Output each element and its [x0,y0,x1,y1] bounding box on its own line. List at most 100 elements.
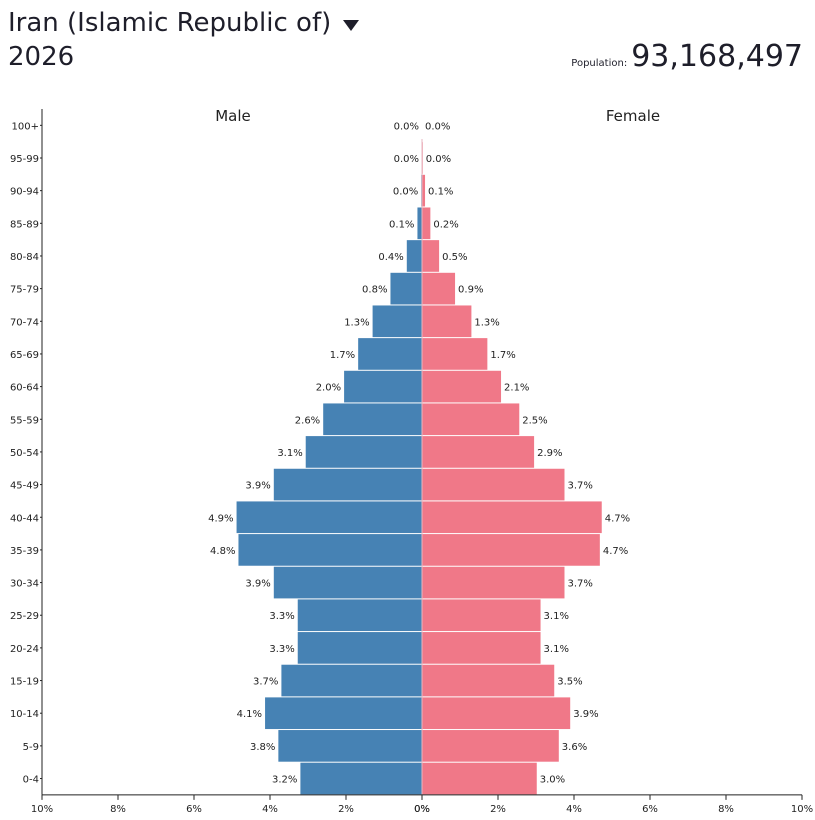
age-group-label: 45-49 [10,481,39,492]
age-group-label: 20-24 [10,644,39,655]
male-value-label: 0.0% [394,154,419,165]
male-value-label: 1.3% [344,317,369,328]
female-bar [422,338,488,370]
male-bar [238,534,422,566]
female-value-label: 3.9% [573,709,598,720]
age-group-label: 50-54 [10,448,39,459]
female-bar [422,566,565,599]
female-bar [422,599,541,632]
female-bar [422,370,502,403]
female-bar [422,468,565,501]
female-value-label: 3.1% [544,644,569,655]
age-group-label: 5-9 [23,742,39,753]
female-value-label: 3.5% [557,677,582,688]
x-tick-label: 10% [31,804,53,815]
male-value-label: 2.0% [316,383,341,394]
male-bar [265,697,422,730]
female-value-label: 0.5% [442,252,467,263]
female-value-label: 0.0% [426,154,451,165]
country-name: Iran (Islamic Republic of) [8,8,332,38]
age-group-label: 95-99 [10,154,39,165]
x-tick-label: 8% [718,804,734,815]
male-bar [297,632,422,664]
female-value-label: 2.9% [537,448,562,459]
male-value-label: 0.4% [378,252,403,263]
x-tick-label: 6% [642,804,658,815]
age-group-label: 100+ [12,121,39,132]
male-value-label: 4.9% [208,513,233,524]
female-value-label: 2.5% [522,415,547,426]
male-value-label: 4.1% [237,709,262,720]
age-group-label: 40-44 [10,513,39,524]
male-bar [305,436,422,468]
x-tick-label: 0% [414,804,430,815]
population-label: Population: [571,58,628,69]
female-value-label: 4.7% [605,513,630,524]
female-bar [422,403,520,436]
male-value-label: 3.9% [245,579,270,590]
female-bar [422,697,571,730]
male-bar [273,566,422,599]
year-label: 2026 [8,42,75,72]
female-value-label: 4.7% [603,546,628,557]
female-bar [422,436,535,468]
male-bar [278,730,422,762]
male-value-label: 3.7% [253,677,278,688]
female-value-label: 0.9% [458,285,483,296]
x-tick-label: 8% [110,804,126,815]
male-bar [300,762,422,795]
male-value-label: 3.3% [269,611,294,622]
caret-down-icon[interactable] [343,19,360,31]
age-group-label: 75-79 [10,285,39,296]
female-value-label: 0.2% [433,219,458,230]
x-tick-label: 2% [490,804,506,815]
male-label: Male [215,107,251,125]
age-group-label: 25-29 [10,611,39,622]
male-bar [417,207,422,240]
male-bar [358,338,422,370]
female-bar [422,272,456,305]
female-value-label: 0.1% [428,187,453,198]
male-value-label: 3.8% [250,742,275,753]
male-value-label: 0.1% [389,219,414,230]
age-group-label: 90-94 [10,187,39,198]
female-bar [422,664,555,697]
age-group-label: 15-19 [10,677,39,688]
female-value-label: 1.3% [474,317,499,328]
female-bar [422,207,431,240]
x-tick-label: 4% [566,804,582,815]
female-bar [422,501,602,534]
country-selector[interactable]: Iran (Islamic Republic of) [8,6,360,40]
female-bar [422,632,541,664]
age-group-label: 60-64 [10,383,39,394]
female-bar [422,240,440,272]
male-value-label: 4.8% [210,546,235,557]
male-value-label: 2.6% [295,415,320,426]
female-value-label: 2.1% [504,383,529,394]
male-bar [236,501,422,534]
male-bar [406,240,422,272]
age-group-label: 0-4 [23,775,39,786]
male-bar [344,370,422,403]
x-tick-label: 0% [414,804,430,815]
female-bar [422,762,537,795]
male-bar [273,468,422,501]
x-tick-label: 2% [338,804,354,815]
male-value-label: 3.1% [277,448,302,459]
age-group-label: 10-14 [10,709,39,720]
age-group-label: 35-39 [10,546,39,557]
age-group-label: 80-84 [10,252,39,263]
male-value-label: 1.7% [330,350,355,361]
age-group-label: 65-69 [10,350,39,361]
age-group-label: 70-74 [10,317,39,328]
male-value-label: 3.9% [245,481,270,492]
male-bar [297,599,422,632]
female-bar [422,174,426,207]
female-bar [422,730,559,762]
female-value-label: 3.7% [568,579,593,590]
female-value-label: 3.6% [562,742,587,753]
male-value-label: 3.2% [272,775,297,786]
female-label: Female [606,107,660,125]
age-group-label: 55-59 [10,415,39,426]
